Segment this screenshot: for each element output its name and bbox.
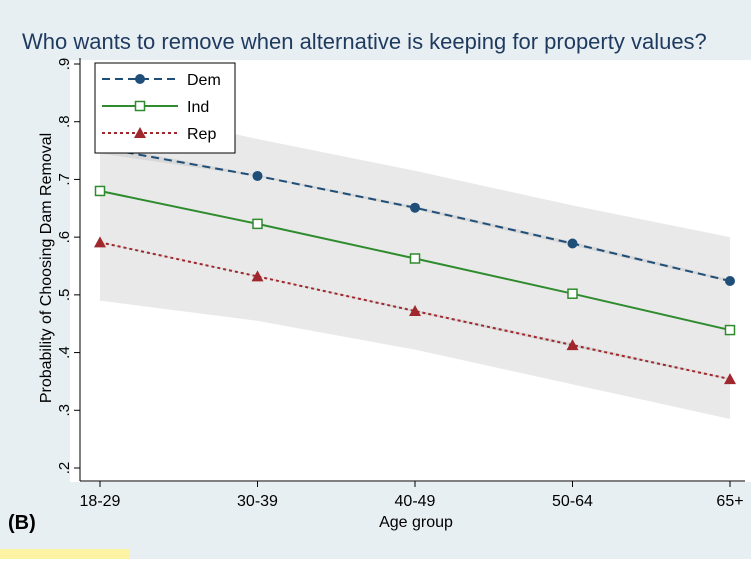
data-point-dem [567,238,578,249]
y-axis-label: Probability of Choosing Dam Removal [38,133,55,403]
data-point-ind [252,218,263,230]
series-line-dem [99,146,731,282]
data-point-ind [567,288,578,299]
legend-marker-dem [135,74,145,84]
data-point-rep [724,373,736,385]
series-rep [94,236,736,385]
data-point-dem [252,170,263,181]
series-ind [94,185,736,336]
legend-label-ind: Ind [187,99,209,116]
data-point-ind [94,185,106,197]
y-tick-label: .3 [56,404,73,417]
y-tick-label: .6 [56,231,73,244]
legend: Dem Ind Rep [94,62,236,154]
panel-label: (B) [8,512,36,534]
legend-label-rep: Rep [187,126,216,143]
chart-title: Who wants to remove when alternative is … [22,29,707,54]
data-point-dem [410,202,420,213]
confidence-band-dem [100,144,730,283]
y-tick-label: .8 [56,115,73,128]
x-tick-label: 65+ [716,493,743,510]
x-tick-label: 18-29 [80,493,121,510]
y-tick-label: .2 [56,462,73,475]
legend-label-dem: Dem [187,72,221,89]
data-point-rep [94,236,106,248]
legend-marker-rep [134,127,146,138]
yellow-highlight-mark [0,549,130,559]
y-tick-label: .5 [56,289,73,302]
y-tick-label: .7 [56,173,73,186]
data-point-rep [566,339,579,351]
y-tick-label: .4 [56,346,73,359]
data-point-ind [409,253,421,264]
legend-marker-ind [134,100,146,112]
x-tick-label: 40-49 [395,493,436,510]
data-point-rep [409,305,421,317]
x-tick-label: 50-64 [552,493,593,510]
data-point-dem [725,276,735,287]
data-point-ind [724,324,736,336]
data-point-rep [251,270,264,282]
x-axis-label: Age group [379,514,453,531]
axes: .2 .3 .4 .5 .6 .7 .8 .9 18-29 30-39 40-49 50-64 65+ [56,58,745,510]
y-tick-label: .9 [56,58,73,71]
x-tick-label: 30-39 [237,493,278,510]
